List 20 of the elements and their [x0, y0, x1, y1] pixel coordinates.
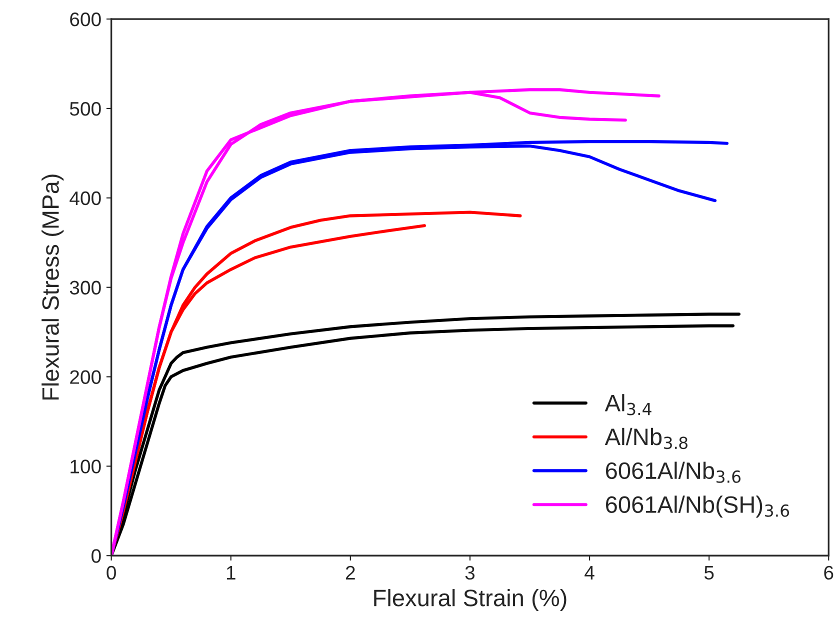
x-tick-label: 0	[106, 566, 116, 580]
y-tick-label: 600	[70, 12, 101, 26]
x-tick-label: 5	[704, 566, 714, 580]
x-axis-title: Flexural Strain (%)	[374, 589, 566, 612]
y-tick-label: 400	[70, 191, 101, 206]
x-tick-label: 2	[346, 566, 355, 580]
x-tick-label: 6	[824, 566, 834, 580]
x-tick-label: 1	[226, 566, 236, 580]
y-axis-title: Flexural Stress (MPa)	[42, 174, 64, 400]
y-tick-label: 300	[70, 280, 101, 295]
y-tick-label: 500	[70, 102, 101, 116]
y-tick-label: 0	[92, 549, 101, 563]
legend-label: Al$_{3.4}$	[604, 394, 652, 416]
legend-label: 6061Al/Nb(SH)$_{3.6}$	[606, 496, 790, 518]
legend-label: Al/Nb$_{3.8}$	[604, 428, 688, 450]
y-tick-label: 200	[70, 370, 101, 384]
x-tick-label: 3	[465, 566, 475, 580]
y-tick-label: 100	[70, 460, 101, 474]
x-tick-label: 4	[584, 566, 594, 580]
legend-label: 6061Al/Nb$_{3.6}$	[606, 462, 741, 483]
